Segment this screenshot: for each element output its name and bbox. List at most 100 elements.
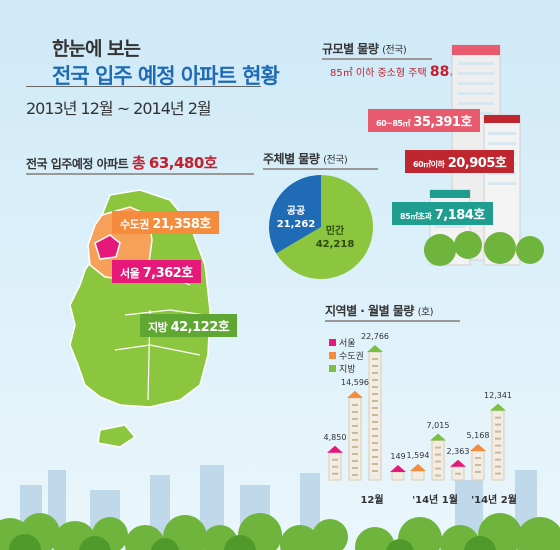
region-tag-sudogwon: 수도권 21,358호 <box>112 211 219 234</box>
bar-window <box>352 445 358 448</box>
bar-window <box>372 428 378 430</box>
bar-window <box>352 403 358 406</box>
bar-window <box>372 393 378 395</box>
bar-window <box>435 474 441 477</box>
bar-value-label: 7,015 <box>426 420 450 430</box>
bar-window <box>495 444 501 447</box>
bar-window <box>372 414 378 416</box>
bar-value-label: 5,168 <box>466 430 490 440</box>
bar-window <box>372 456 378 458</box>
city-skyline-illustration <box>0 465 560 550</box>
bar-window <box>435 460 441 463</box>
bar-window <box>495 437 501 440</box>
bar-value-label: 12,341 <box>484 390 512 400</box>
national-underline <box>26 173 254 175</box>
bar-window <box>332 458 338 461</box>
bar-building <box>411 470 425 481</box>
bar-window <box>455 472 461 475</box>
bar-building <box>391 471 405 481</box>
legend-item-seoul: 서울 <box>329 338 364 351</box>
region-tag-seoul: 서울 7,362호 <box>112 260 201 283</box>
legend-item-jibang: 지방 <box>329 364 364 377</box>
bar-roof <box>390 465 406 472</box>
national-heading: 전국 입주예정 아파트 총 63,480호 <box>26 154 218 172</box>
bar-window <box>372 379 378 381</box>
bar-window <box>372 463 378 465</box>
bar-window <box>352 410 358 413</box>
x-label-jan: '14년 1월 <box>412 495 458 506</box>
legend-item-sudogwon: 수도권 <box>329 351 364 364</box>
bar-value-label: 1,594 <box>406 451 430 461</box>
bar-window <box>372 386 378 388</box>
bar-window <box>332 465 338 468</box>
monthly-legend: 서울 수도권 지방 <box>329 338 364 377</box>
title-divider <box>26 86 261 87</box>
title-line-2: 전국 입주 예정 아파트 현황 <box>52 64 280 88</box>
region-tag-jibang: 지방 42,122호 <box>140 314 238 337</box>
pie-slice-public <box>269 175 321 254</box>
monthly-heading: 지역별 · 월별 물량 (호) <box>325 304 434 318</box>
bar-window <box>372 400 378 402</box>
bar-window <box>435 446 441 449</box>
bar-window <box>352 417 358 420</box>
bar-roof <box>430 433 446 441</box>
bar-window <box>332 472 338 475</box>
scale-tag-over-85: 85㎡초과 7,184호 <box>392 202 493 225</box>
x-label-feb: '14년 2월 <box>471 495 517 506</box>
bar-value-label: 22,766 <box>361 332 389 341</box>
bar-window <box>352 452 358 455</box>
scale-heading: 규모별 물량 (전국) <box>322 42 407 56</box>
entity-pie-chart <box>269 175 373 279</box>
bar-window <box>372 470 378 472</box>
bar-roof <box>470 443 486 451</box>
bar-window <box>352 466 358 469</box>
bar-window <box>352 424 358 427</box>
period-text: 2013년 12월 ~ 2014년 2월 <box>26 99 212 118</box>
bar-value-label: 2,363 <box>446 446 470 456</box>
scale-tag-under-60: 60㎡이하 20,905호 <box>405 150 515 173</box>
bar-window <box>352 473 358 476</box>
pie-label-private: 민간 42,218 <box>315 226 355 250</box>
pie-slice-private <box>276 175 373 279</box>
monthly-underline <box>325 320 460 322</box>
bar-window <box>372 421 378 423</box>
bar-window <box>495 458 501 461</box>
bar-value-label: 14,596 <box>341 377 369 387</box>
monthly-bar-chart <box>327 345 506 481</box>
bar-roof <box>347 390 363 398</box>
x-label-dec: 12월 <box>360 495 384 506</box>
bar-window <box>372 435 378 437</box>
bar-window <box>372 407 378 409</box>
bar-window <box>475 456 481 459</box>
pie-label-public: 공공 21,262 <box>276 206 316 230</box>
bar-window <box>352 431 358 434</box>
bar-value-label: 149 <box>390 452 406 461</box>
bar-window <box>352 438 358 441</box>
bar-window <box>372 449 378 451</box>
bar-window <box>475 470 481 473</box>
bar-window <box>495 430 501 433</box>
entity-underline <box>263 168 378 170</box>
bar-roof <box>327 445 343 453</box>
bar-roof <box>450 459 466 467</box>
bar-window <box>372 358 378 360</box>
bar-roof <box>367 345 383 352</box>
bar-window <box>495 416 501 419</box>
scale-underline <box>322 58 432 60</box>
bar-roof <box>490 403 506 411</box>
bar-window <box>495 423 501 426</box>
bar-window <box>352 459 358 462</box>
scale-tag-60-85: 60~85㎡ 35,391호 <box>368 109 480 132</box>
bar-window <box>435 453 441 456</box>
bar-window <box>475 463 481 466</box>
bar-window <box>495 472 501 475</box>
title-line-1: 한눈에 보는 <box>52 38 141 60</box>
region-seoul-shape <box>94 234 121 260</box>
bar-window <box>372 442 378 444</box>
bar-roof <box>410 464 426 472</box>
bar-window <box>495 451 501 454</box>
bar-value-label: 4,850 <box>323 432 347 442</box>
entity-heading: 주체별 물량 (전국) <box>263 152 348 166</box>
bar-window <box>495 465 501 468</box>
